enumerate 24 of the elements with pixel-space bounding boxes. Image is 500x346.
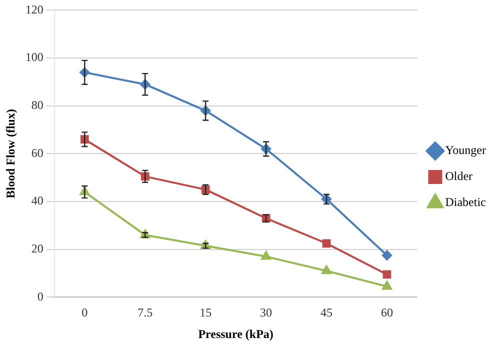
y-tick-label: 60 (31, 146, 44, 160)
legend-label: Younger (445, 143, 486, 158)
x-tick-label: 15 (200, 306, 212, 320)
x-tick-label: 7.5 (138, 306, 153, 320)
legend-label: Older (445, 169, 473, 184)
y-tick-label: 20 (31, 242, 44, 256)
x-tick-label: 30 (260, 306, 272, 320)
x-tick-label: 60 (380, 306, 393, 320)
y-axis-title: Blood Flow (flux) (3, 109, 18, 198)
point (322, 239, 331, 248)
y-tick-label: 120 (25, 2, 44, 16)
x-axis-title: Pressure (kPa) (198, 326, 274, 341)
x-tick-label: 0 (82, 306, 88, 320)
legend-label: Diabetic (445, 195, 486, 210)
y-tick-label: 100 (25, 50, 44, 64)
point (261, 251, 271, 260)
x-tick-label: 45 (320, 306, 333, 320)
y-tick-label: 0 (37, 289, 44, 304)
y-tick-label: 80 (31, 98, 44, 112)
point (382, 270, 392, 279)
y-tick-label: 40 (31, 194, 44, 208)
point (382, 280, 392, 290)
point (322, 265, 332, 274)
point (382, 250, 392, 260)
